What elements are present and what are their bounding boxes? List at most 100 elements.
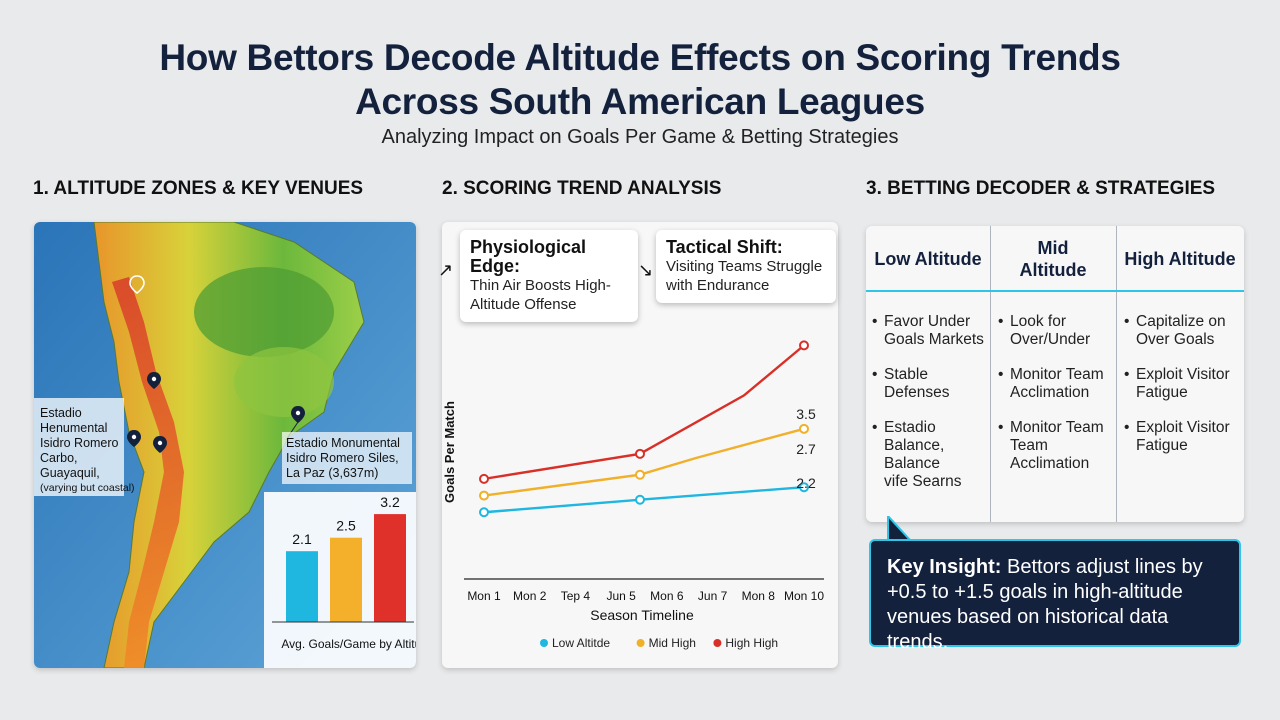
series-end-label: 2.2: [796, 475, 816, 491]
pin-icon[interactable]: [127, 430, 141, 447]
callout-tactical-shift: Tactical Shift: Visiting Teams Struggle …: [656, 230, 836, 303]
x-tick-label: Mon 1: [467, 589, 501, 603]
trend-panel: Mon 1 Mon 2 Tep 4 Jun 5 Mon 6 Jun 7 Mon 8 Mon 1…: [438, 222, 838, 668]
venue-left-line: Estadio: [40, 406, 82, 420]
strategy-table-panel: Low Altitude Mid Altitude High Altitude …: [866, 226, 1244, 522]
title-line-2: Across South American Leagues: [355, 81, 925, 122]
col-header-low: Low Altitude: [874, 249, 982, 269]
x-tick-label: Tep 4: [561, 589, 591, 603]
pin-icon[interactable]: [153, 436, 167, 453]
amazon-region: [194, 267, 334, 357]
data-point: [635, 469, 645, 480]
data-point: [635, 448, 645, 459]
bullet-text: Monitor Team Team Acclimation: [1010, 419, 1104, 472]
series-end-label: 3.5: [796, 406, 816, 422]
bar: [330, 537, 362, 622]
column-divider: [1116, 226, 1117, 522]
pin-icon[interactable]: [129, 275, 145, 294]
venue-left-line: Henumental: [40, 421, 108, 435]
x-tick-label: Mon 2: [513, 589, 547, 603]
insight-text: Bettors adjust lines by +0.5 to +1.5 goa…: [887, 556, 1203, 653]
x-axis-label: Season Timeline: [590, 607, 694, 623]
col-header-mid: Mid Altitude: [1019, 238, 1087, 280]
series-line: [483, 344, 805, 481]
list-item: • Stable Defenses: [872, 366, 950, 401]
x-tick-label: Mon 8: [742, 589, 776, 603]
x-tick-label: Mon 6: [650, 589, 684, 603]
bullet-text: Look for Over/Under: [1010, 313, 1091, 348]
list-item: • Estadio Balance, Balance vife Searns: [872, 419, 962, 490]
callout-1-text: Thin Air Boosts High-Altitude Offense: [470, 277, 611, 313]
list-item: • Monitor Team Acclimation: [998, 366, 1104, 401]
bullet-text: Exploit Visitor Fatigue: [1136, 419, 1230, 454]
venue-label-left: Estadio Henumental Isidro Romero Carbo, …: [40, 406, 135, 496]
legend-label: Mid High: [649, 636, 696, 650]
bar: [286, 551, 318, 622]
trend-up-arrow-icon: ↗: [438, 260, 454, 280]
insight-label: Key Insight:: [887, 556, 1002, 578]
list-item: • Favor Under Goals Markets: [872, 313, 984, 348]
callout-physiological-edge: Physiological Edge: Thin Air Boosts High…: [460, 230, 638, 322]
pin-icon[interactable]: [147, 372, 161, 389]
venue-left-line: Carbo,: [40, 451, 78, 465]
pin-icon[interactable]: [291, 406, 305, 423]
right-label-bg: [282, 432, 412, 484]
bar-value-label: 2.5: [336, 518, 356, 534]
bar-axis-label: Avg. Goals/Game by Altitude: [281, 637, 416, 651]
title-line-1: How Bettors Decode Altitude Effects on S…: [159, 37, 1121, 78]
left-label-bg: [34, 398, 124, 496]
list-item: • Exploit Visitor Fatigue: [1124, 366, 1230, 401]
bullet-text: Stable Defenses: [884, 366, 950, 401]
list-item: • Look for Over/Under: [998, 313, 1091, 348]
legend-label: Low Altitde: [552, 636, 610, 650]
altitude-map: [34, 222, 416, 668]
bullet-text: Capitalize on Over Goals: [1136, 313, 1226, 348]
key-insight-box: Key Insight: Bettors adjust lines by +0.…: [869, 539, 1241, 653]
data-point: [799, 340, 809, 351]
trend-down-arrow-icon: ↘: [638, 260, 654, 280]
bullet-text: Estadio Balance, Balance vife Searns: [884, 419, 962, 490]
venue-left-line: (varying but coastal): [40, 482, 135, 494]
section-2-heading: 2. SCORING TREND ANALYSIS: [442, 178, 722, 199]
venue-right-line: Isidro Romero Siles,: [286, 451, 399, 465]
callout-2-text: Visiting Teams Struggle with Endurance: [666, 258, 823, 294]
venue-right-line: Estadio Monumental: [286, 436, 400, 450]
venue-left-line: Isidro Romero: [40, 436, 119, 450]
section-1-heading: 1. ALTITUDE ZONES & KEY VENUES: [33, 178, 364, 199]
legend-label: High High: [725, 636, 778, 650]
data-point: [799, 423, 809, 434]
callout-2-title: Tactical Shift:: [666, 237, 783, 257]
legend-swatch: [540, 639, 548, 647]
legend-swatch: [636, 639, 645, 647]
list-item: • Capitalize on Over Goals: [1124, 313, 1226, 348]
column-divider: [990, 226, 991, 522]
bullet-text: Favor Under Goals Markets: [884, 313, 984, 348]
venue-left-line: Guayaquil,: [40, 466, 100, 480]
subtitle: Analyzing Impact on Goals Per Game & Bet…: [381, 126, 899, 148]
bar: [374, 514, 406, 622]
list-item: • Exploit Visitor Fatigue: [1124, 419, 1230, 454]
x-tick-label: Jun 7: [698, 589, 728, 603]
andes-ridge: [112, 277, 184, 668]
x-tick-label: Mon 10: [784, 589, 824, 603]
bar-value-label: 3.2: [380, 494, 400, 510]
venue-right-line: La Paz (3,637m): [286, 466, 379, 480]
data-point: [635, 494, 645, 505]
series-end-label: 2.7: [796, 441, 816, 457]
legend-swatch: [713, 639, 722, 647]
data-point: [479, 507, 489, 518]
x-tick-label: Jun 5: [606, 589, 636, 603]
col-header-high: High Altitude: [1124, 249, 1236, 269]
scoring-trend-chart: Mon 1 Mon 2 Tep 4 Jun 5 Mon 6 Jun 7 Mon 8 Mon 1…: [442, 340, 824, 650]
header-divider: [866, 290, 1244, 292]
list-item: • Monitor Team Team Acclimation: [998, 419, 1104, 472]
data-point: [479, 473, 489, 484]
callout-1-title: Physiological Edge:: [470, 237, 587, 276]
venue-label-right: Estadio Monumental Isidro Romero Siles, …: [286, 436, 400, 481]
map-panel: Estadio Henumental Isidro Romero Carbo, …: [34, 222, 416, 668]
bar-value-label: 2.1: [292, 531, 312, 547]
section-3-heading: 3. BETTING DECODER & STRATEGIES: [866, 178, 1216, 199]
altitude-bar-chart: 2.1 2.5 3.2 Avg. Goals/Game by Altitude: [272, 494, 416, 651]
series-line: [483, 427, 805, 497]
bullet-text: Monitor Team Acclimation: [1010, 366, 1104, 401]
